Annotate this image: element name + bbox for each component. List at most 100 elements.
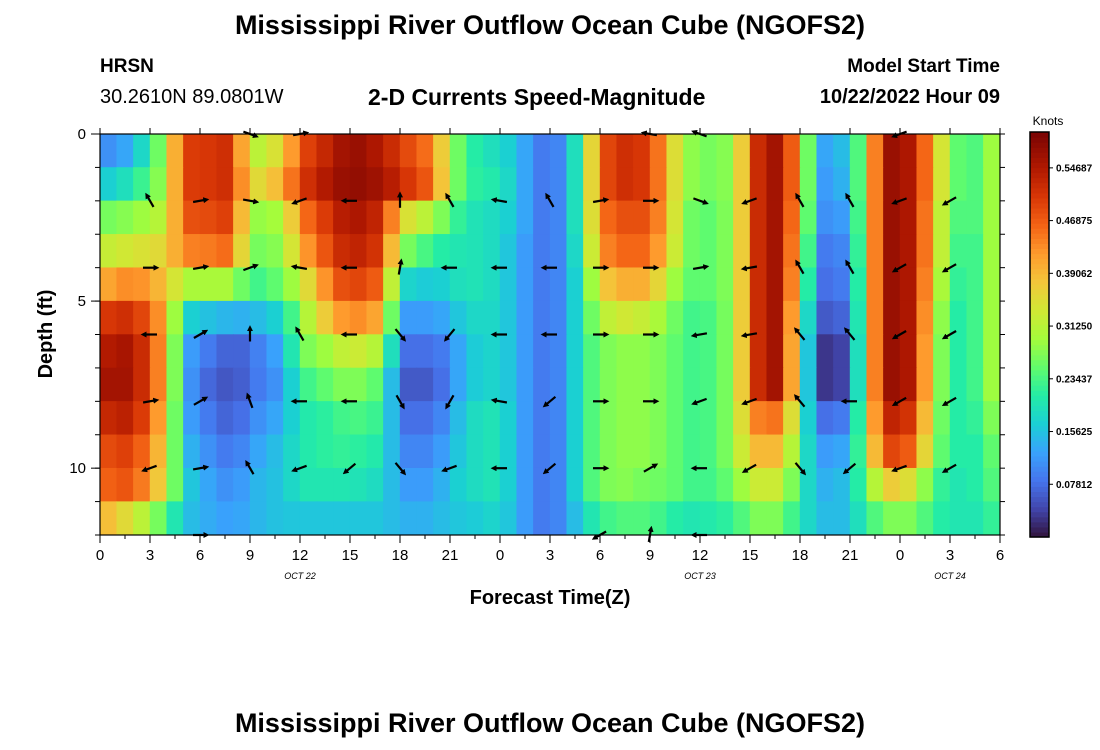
current-vector-arrow bbox=[445, 394, 455, 410]
heatmap-cell bbox=[966, 234, 984, 269]
heatmap-cell bbox=[499, 133, 518, 168]
colorbar-frame bbox=[1029, 131, 1050, 538]
heatmap-cell bbox=[533, 467, 551, 502]
heatmap-cell bbox=[266, 334, 284, 369]
heatmap-cell bbox=[616, 434, 634, 469]
heatmap-cell bbox=[183, 234, 201, 269]
heatmap-cell bbox=[649, 467, 668, 502]
heatmap-cell bbox=[449, 167, 468, 202]
heatmap-cell bbox=[233, 334, 251, 369]
heatmap-cell bbox=[966, 133, 984, 168]
heatmap-cell bbox=[183, 133, 201, 168]
heatmap-cell bbox=[966, 401, 984, 436]
x-tick-label: 9 bbox=[246, 547, 254, 564]
colorbar-segment bbox=[1030, 177, 1049, 184]
heatmap-cell bbox=[549, 434, 568, 469]
heatmap-cell bbox=[483, 501, 501, 536]
heatmap-cell bbox=[849, 501, 868, 536]
heatmap-cell bbox=[633, 200, 651, 235]
heatmap-cell bbox=[383, 234, 401, 269]
heatmap-cell bbox=[666, 434, 684, 469]
heatmap-cell bbox=[849, 300, 868, 335]
heatmap-cell bbox=[833, 401, 851, 436]
heatmap-cell bbox=[133, 501, 151, 536]
colorbar-segment bbox=[1030, 202, 1049, 209]
heatmap-cell bbox=[899, 200, 918, 235]
heatmap-cell bbox=[833, 501, 851, 536]
heatmap-cell bbox=[933, 234, 951, 269]
heatmap-cell bbox=[733, 200, 751, 235]
heatmap-cell bbox=[449, 300, 468, 335]
heatmap-cell bbox=[666, 234, 684, 269]
heatmap-cell bbox=[649, 234, 668, 269]
heatmap-cell bbox=[799, 434, 818, 469]
heatmap-cell bbox=[483, 300, 501, 335]
colorbar-segment bbox=[1030, 405, 1049, 412]
current-vector-arrow bbox=[192, 197, 210, 204]
heatmap-cell bbox=[566, 434, 584, 469]
heatmap-cell bbox=[366, 200, 384, 235]
heatmap-cell bbox=[916, 334, 934, 369]
heatmap-cell bbox=[466, 300, 484, 335]
colorbar-segment bbox=[1030, 349, 1049, 356]
heatmap-cell bbox=[366, 367, 384, 402]
heatmap-cell bbox=[966, 167, 984, 202]
heatmap-cell bbox=[349, 334, 368, 369]
heatmap-cell bbox=[299, 434, 318, 469]
heatmap-cell bbox=[399, 467, 418, 502]
heatmap-cell bbox=[716, 401, 734, 436]
heatmap-cell bbox=[283, 334, 301, 369]
heatmap-cell bbox=[666, 334, 684, 369]
colorbar-segment bbox=[1030, 162, 1049, 169]
heatmap-cell bbox=[966, 467, 984, 502]
heatmap-cell bbox=[983, 267, 1001, 302]
colorbar-segment bbox=[1030, 223, 1049, 229]
current-vector-arrow bbox=[690, 332, 708, 339]
heatmap-cell bbox=[883, 501, 901, 536]
heatmap-cell bbox=[816, 267, 834, 302]
heatmap-cell bbox=[383, 267, 401, 302]
heatmap-cell bbox=[683, 200, 701, 235]
heatmap-cell bbox=[516, 401, 534, 436]
current-vector-arrow bbox=[740, 265, 758, 272]
heatmap-cell bbox=[666, 200, 684, 235]
heatmap-cells bbox=[99, 133, 1001, 536]
heatmap-cell bbox=[199, 267, 218, 302]
heatmap-cell bbox=[349, 167, 368, 202]
colorbar-tick-label: 0.23437 bbox=[1056, 374, 1093, 385]
colorbar-segment bbox=[1030, 172, 1049, 179]
heatmap-cell bbox=[249, 167, 268, 202]
heatmap-cell bbox=[283, 367, 301, 402]
heatmap-cell bbox=[616, 167, 634, 202]
heatmap-cell bbox=[983, 501, 1001, 536]
heatmap-cell bbox=[149, 367, 168, 402]
current-vector-arrow bbox=[741, 463, 757, 473]
heatmap-cell bbox=[983, 401, 1001, 436]
heatmap-cell bbox=[516, 501, 534, 536]
heatmap-cell bbox=[116, 300, 134, 335]
heatmap-cell bbox=[166, 334, 184, 369]
heatmap-cell bbox=[583, 334, 601, 369]
heatmap-cell bbox=[433, 367, 451, 402]
heatmap-cell bbox=[666, 267, 684, 302]
colorbar-segment bbox=[1030, 167, 1049, 174]
heatmap-cell bbox=[883, 434, 901, 469]
colorbar-segment bbox=[1030, 471, 1049, 477]
colorbar-segment bbox=[1030, 142, 1049, 148]
heatmap-cell bbox=[483, 200, 501, 235]
heatmap-cell bbox=[199, 367, 218, 402]
heatmap-cell bbox=[416, 133, 434, 168]
heatmap-cell bbox=[299, 267, 318, 302]
heatmap-cell bbox=[299, 467, 318, 502]
heatmap-cell bbox=[766, 367, 784, 402]
heatmap-cell bbox=[599, 167, 618, 202]
heatmap-cell bbox=[299, 167, 318, 202]
heatmap-cell bbox=[533, 501, 551, 536]
colorbar-segment bbox=[1030, 137, 1049, 143]
date-label: OCT 23 bbox=[684, 571, 716, 581]
heatmap-cell bbox=[516, 367, 534, 402]
heatmap-cell bbox=[799, 401, 818, 436]
heatmap-cell bbox=[949, 167, 968, 202]
heatmap-cell bbox=[549, 167, 568, 202]
heatmap-cell bbox=[416, 334, 434, 369]
